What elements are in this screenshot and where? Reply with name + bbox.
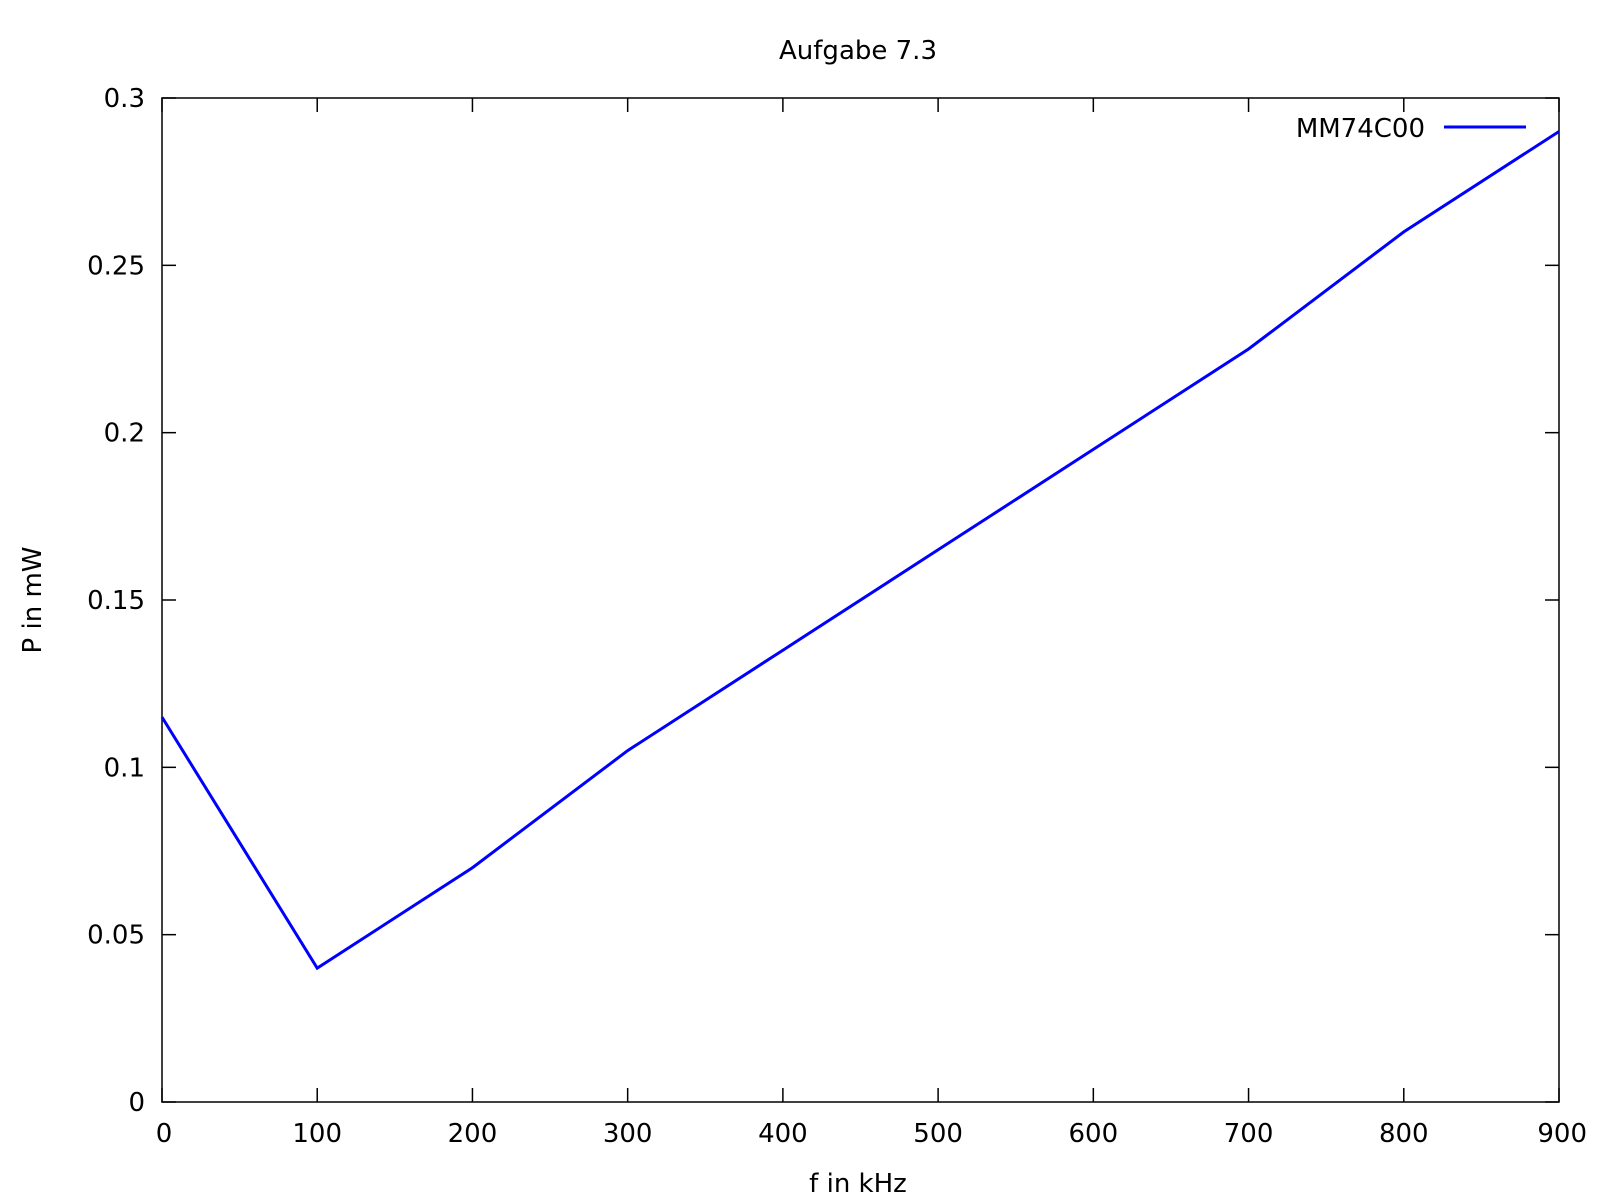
y-tick-label: 0.25 xyxy=(87,251,145,281)
y-tick-labels: 0 0.05 0.1 0.15 0.2 0.25 0.3 xyxy=(87,84,145,1118)
x-tick-label: 800 xyxy=(1379,1119,1429,1149)
x-tick-label: 500 xyxy=(913,1119,963,1149)
y-tick-label: 0.05 xyxy=(87,921,145,951)
y-tick-label: 0.15 xyxy=(87,586,145,616)
x-axis-label: f in kHz xyxy=(809,1169,907,1199)
y-tick-label: 0 xyxy=(128,1088,145,1118)
plot-frame xyxy=(161,97,1560,1103)
series-line-0 xyxy=(160,130,1560,971)
x-tick-label: 600 xyxy=(1069,1119,1119,1149)
chart-title: Aufgabe 7.3 xyxy=(779,36,937,66)
y-tick-label: 0.3 xyxy=(104,84,145,114)
x-tick-label: 0 xyxy=(156,1119,173,1149)
x-tick-label: 100 xyxy=(292,1119,342,1149)
x-tick-labels: 0 100 200 300 400 500 600 700 800 900 xyxy=(156,1119,1587,1149)
y-tick-label: 0.1 xyxy=(104,753,145,783)
series-lines xyxy=(160,130,1560,971)
x-tick-label: 900 xyxy=(1537,1119,1587,1149)
x-tick-label: 700 xyxy=(1224,1119,1274,1149)
y-axis-label: P in mW xyxy=(18,547,48,654)
y-tick-label: 0.2 xyxy=(104,419,145,449)
x-tick-label: 300 xyxy=(603,1119,653,1149)
legend: MM74C00 xyxy=(1296,114,1526,144)
x-tick-label: 400 xyxy=(758,1119,808,1149)
legend-label: MM74C00 xyxy=(1296,114,1425,144)
x-tick-label: 200 xyxy=(448,1119,498,1149)
